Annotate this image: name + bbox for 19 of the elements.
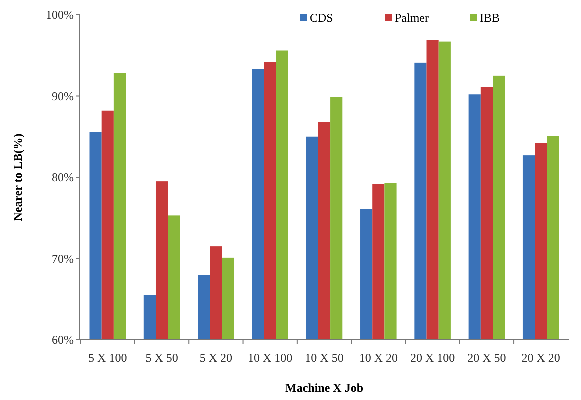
legend-label: IBB [480,11,500,26]
x-tick-label: 20 X 20 [522,351,560,365]
x-axis-title: Machine X Job [286,381,364,395]
y-tick-label: 100% [46,8,74,22]
x-tick-label: 10 X 20 [359,351,398,365]
x-tick-label: 10 X 100 [248,351,293,365]
legend-label: Palmer [395,11,429,26]
y-tick-label: 90% [52,89,74,104]
x-tick-label: 5 X 20 [200,351,233,365]
x-tick-label: 20 X 50 [468,351,506,365]
legend-label: CDS [310,11,334,26]
x-tick-label: 5 X 100 [88,351,128,365]
x-tick-label: 10 X 50 [305,351,344,365]
y-axis-title: Nearer to LB(%) [11,134,25,222]
y-tick-label: 60% [52,333,74,348]
x-tick-label: 20 X 100 [410,351,456,365]
x-tick-label: 5 X 50 [146,351,178,365]
y-tick-label: 80% [52,170,74,185]
y-tick-label: 70% [52,252,74,266]
